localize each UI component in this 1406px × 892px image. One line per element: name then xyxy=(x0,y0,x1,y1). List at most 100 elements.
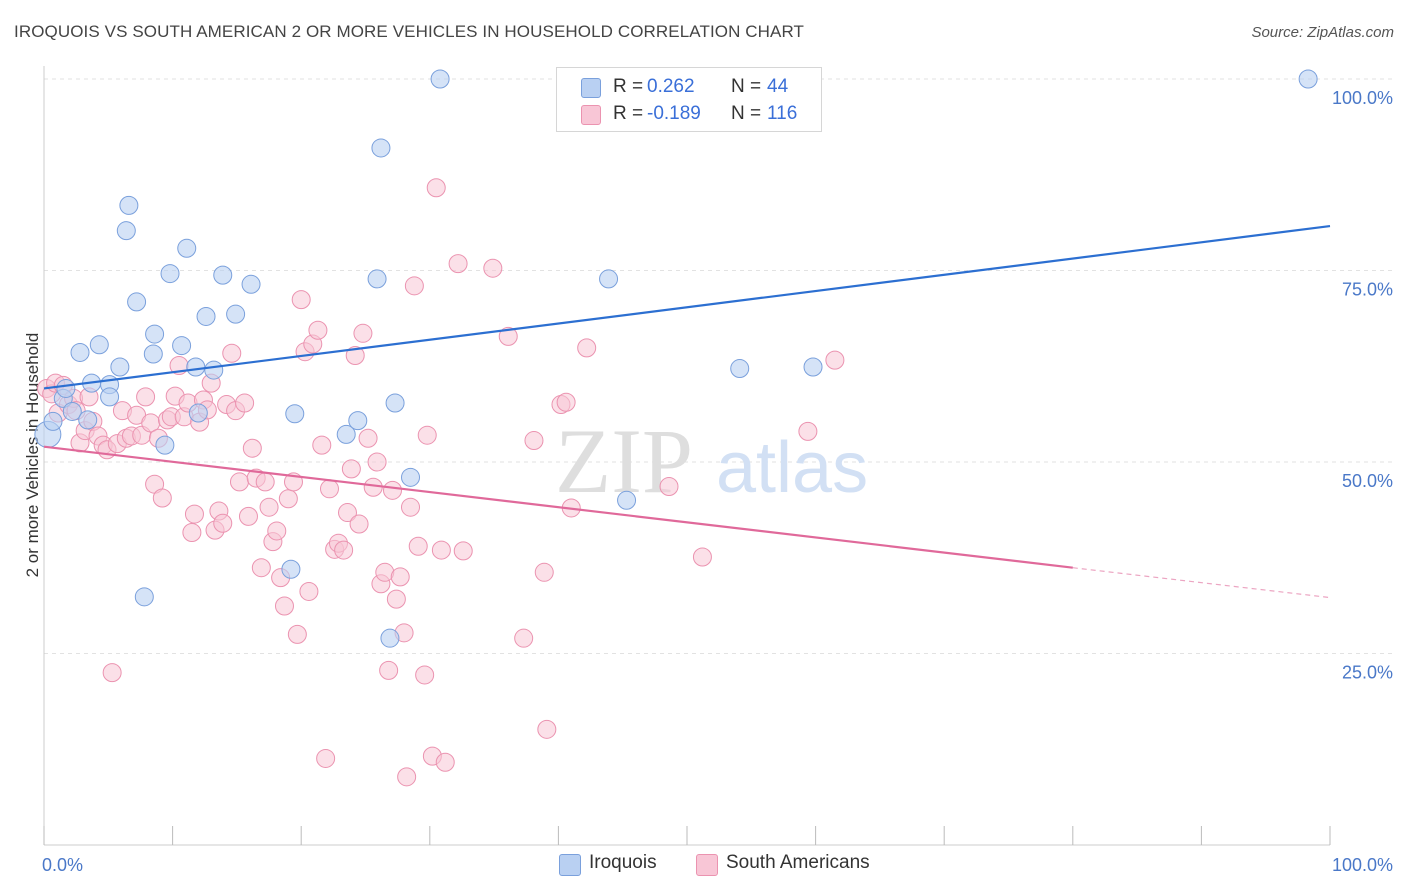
south-americans-point xyxy=(453,541,473,561)
n-value: 116 xyxy=(767,103,798,124)
south-americans-point xyxy=(448,254,468,274)
gridlines xyxy=(44,78,1395,654)
iroquois-point xyxy=(186,357,206,377)
iroquois-point xyxy=(127,292,147,312)
south-americans-point xyxy=(556,392,576,412)
south-americans-point xyxy=(426,178,446,198)
legend-label: South Americans xyxy=(726,852,870,873)
south-americans-point xyxy=(334,540,354,560)
iroquois-point xyxy=(336,424,356,444)
x-tick-label-max: 100.0% xyxy=(1332,855,1393,875)
south-americans-point xyxy=(401,497,421,517)
south-americans-point xyxy=(229,472,249,492)
iroquois-point xyxy=(281,559,301,579)
iroquois-point xyxy=(599,269,619,289)
south-americans-point xyxy=(435,752,455,772)
south-americans-point xyxy=(383,480,403,500)
south-americans-point xyxy=(308,320,328,340)
iroquois-point xyxy=(196,306,216,326)
south-americans-point xyxy=(222,343,242,363)
watermark: ZIP atlas xyxy=(555,410,868,512)
iroquois-point xyxy=(285,404,305,424)
n-label: N = xyxy=(731,76,762,97)
south-americans-point xyxy=(312,435,332,455)
south-americans-swatch xyxy=(581,105,601,125)
iroquois-point xyxy=(172,336,192,356)
iroquois-points xyxy=(34,69,1318,648)
south-americans-point xyxy=(337,503,357,523)
iroquois-point xyxy=(385,393,405,413)
south-americans-point xyxy=(238,506,258,526)
r-value: 0.262 xyxy=(647,76,695,97)
south-americans-point xyxy=(415,665,435,685)
south-americans-point xyxy=(363,477,383,497)
iroquois-point xyxy=(367,269,387,289)
iroquois-point xyxy=(241,274,261,294)
source-note: Source: ZipAtlas.com xyxy=(1251,24,1394,41)
south-americans-trend-line xyxy=(43,445,1073,569)
iroquois-point xyxy=(56,378,76,398)
x-tick-label-min: 0.0% xyxy=(42,855,83,875)
iroquois-point xyxy=(62,401,82,421)
south-americans-point xyxy=(274,596,294,616)
iroquois-point xyxy=(401,467,421,487)
iroquois-point xyxy=(380,628,400,648)
iroquois-point xyxy=(100,387,120,407)
south-americans-point xyxy=(692,547,712,567)
south-americans-point xyxy=(242,438,262,458)
iroquois-point xyxy=(226,304,246,324)
south-americans-point xyxy=(534,562,554,582)
south-americans-point xyxy=(259,497,279,517)
r-label: R = xyxy=(613,103,644,124)
south-americans-point xyxy=(349,514,369,534)
iroquois-point xyxy=(145,324,165,344)
iroquois-swatch xyxy=(581,78,601,98)
iroquois-trend-line xyxy=(43,224,1331,390)
south-americans-point xyxy=(213,513,233,533)
y-tick-label: 25.0% xyxy=(1342,663,1393,683)
iroquois-point xyxy=(371,138,391,158)
iroquois-point xyxy=(78,410,98,430)
south-americans-point xyxy=(267,521,287,541)
iroquois-point xyxy=(119,195,139,215)
iroquois-point xyxy=(1298,69,1318,89)
r-label: R = xyxy=(613,76,644,97)
iroquois-swatch xyxy=(559,854,581,876)
south-americans-point xyxy=(358,428,378,448)
south-americans-point xyxy=(341,459,361,479)
south-americans-trend-extension xyxy=(1072,567,1331,599)
stats-legend: R = 0.262 N = 44 R = -0.189 N = 116 xyxy=(556,67,822,132)
south-americans-point xyxy=(184,504,204,524)
iroquois-point xyxy=(348,411,368,431)
iroquois-point xyxy=(177,238,197,258)
south-americans-point xyxy=(390,567,410,587)
south-americans-point xyxy=(102,663,122,683)
south-americans-point xyxy=(379,660,399,680)
south-americans-point xyxy=(353,323,373,343)
y-tick-label: 75.0% xyxy=(1342,280,1393,300)
iroquois-point xyxy=(134,587,154,607)
south-americans-point xyxy=(577,338,597,358)
south-americans-point xyxy=(659,477,679,497)
south-americans-point xyxy=(291,290,311,310)
iroquois-point xyxy=(116,221,136,241)
south-americans-point xyxy=(152,488,172,508)
trend-lines xyxy=(43,224,1331,599)
iroquois-point xyxy=(803,357,823,377)
south-americans-point xyxy=(798,421,818,441)
axes xyxy=(43,66,1331,846)
south-americans-point xyxy=(367,452,387,472)
n-value: 44 xyxy=(767,76,789,97)
south-americans-point xyxy=(825,350,845,370)
watermark-atlas: atlas xyxy=(716,428,868,508)
south-americans-point xyxy=(235,393,255,413)
south-americans-point xyxy=(408,536,428,556)
n-label: N = xyxy=(731,103,762,124)
south-americans-point xyxy=(498,326,518,346)
south-americans-point xyxy=(397,767,417,787)
south-americans-point xyxy=(431,540,451,560)
south-americans-points xyxy=(37,178,845,787)
y-tick-label: 50.0% xyxy=(1342,471,1393,491)
iroquois-point xyxy=(155,435,175,455)
iroquois-point xyxy=(617,490,637,510)
